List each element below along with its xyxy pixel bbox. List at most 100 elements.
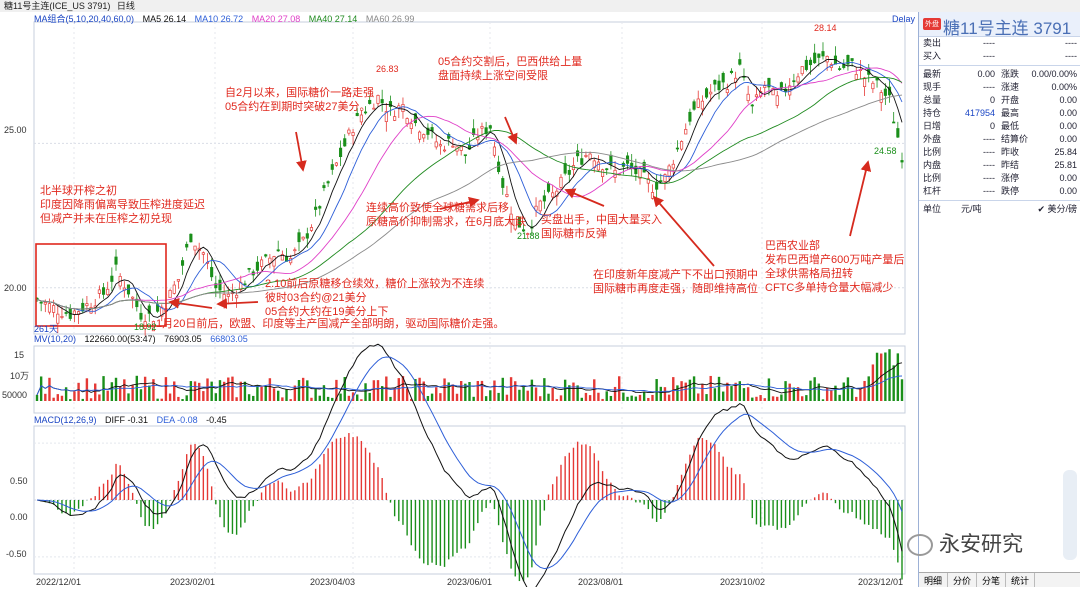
volume-bar <box>218 380 222 401</box>
candle-body <box>871 82 875 90</box>
quote-l1: 杠杆 <box>923 186 942 196</box>
chart-area[interactable]: MA组合(5,10,20,40,60,0) MA5 26.14 MA10 26.… <box>0 12 918 592</box>
volume-bar <box>788 383 791 401</box>
volume-bar <box>260 386 263 401</box>
candle-body <box>517 216 521 228</box>
candle-body <box>484 127 488 135</box>
candle-body <box>646 178 650 184</box>
candle-body <box>526 233 530 235</box>
x-label-6: 2023/12/01 <box>858 577 904 587</box>
volume-bar <box>410 398 413 401</box>
annotation-3: 2.10前后原糖移仓续效，糖价上涨较为不连续 彼时03合约@21美分 05合约大… <box>265 278 485 318</box>
candle-body <box>559 176 563 188</box>
candle-body <box>56 313 60 324</box>
volume-bar <box>148 385 151 401</box>
x-label-0: 2022/12/01 <box>36 577 82 587</box>
candle-body <box>81 302 85 312</box>
period-label[interactable]: 日线 <box>116 1 135 11</box>
tab-detail[interactable]: 明细 <box>919 573 949 587</box>
volume-bar <box>896 353 900 401</box>
tab-stats[interactable]: 统计 <box>1006 573 1036 587</box>
volume-bar <box>605 391 608 401</box>
candle-body <box>688 111 692 122</box>
candle-body <box>147 305 151 314</box>
quote-l2: 涨速 <box>1001 82 1020 92</box>
ma5-line <box>36 58 903 318</box>
candle-body <box>813 52 817 64</box>
quote-v1: 0 <box>989 95 995 105</box>
quote-badge: 外盘 <box>923 18 941 30</box>
quote-v2: 0.00 <box>1059 121 1077 131</box>
candle-body <box>235 294 239 299</box>
volume-bar <box>447 382 450 401</box>
price-chart-svg[interactable] <box>0 12 918 592</box>
candle-body <box>846 54 850 65</box>
volume-bar <box>94 383 97 401</box>
candle-body <box>330 164 334 170</box>
candle-body <box>900 160 904 163</box>
volume-bar <box>118 386 122 401</box>
unit-value: 元/吨 <box>961 204 982 214</box>
volume-bar <box>39 376 43 401</box>
volume-bar <box>160 398 163 401</box>
candle-body <box>355 113 359 117</box>
candle-body <box>850 58 854 61</box>
volume-bar <box>497 392 500 401</box>
candle-body <box>60 316 64 318</box>
volume-bar <box>464 383 467 401</box>
x-label-2: 2023/04/03 <box>310 577 356 587</box>
volume-bar <box>368 392 371 401</box>
volume-bar <box>455 393 459 401</box>
tab-tick[interactable]: 分笔 <box>977 573 1007 587</box>
quote-l2: 涨停 <box>1001 173 1020 183</box>
quote-v1: ---- <box>983 186 995 196</box>
candle-body <box>476 137 480 141</box>
volume-bar <box>900 379 904 401</box>
candle-body <box>642 161 646 173</box>
volume-bar <box>767 378 771 401</box>
ma20-line <box>36 67 903 310</box>
volume-bar <box>493 380 496 401</box>
candle-body <box>580 158 584 165</box>
candle-body <box>135 298 139 308</box>
quote-v1: 417954 <box>964 108 995 118</box>
quote-v2: ---- <box>1065 51 1077 61</box>
quote-row: 杠杆 ---- 跌停 0.00 <box>919 185 1080 198</box>
candle-body <box>222 294 226 304</box>
ma40-label: MA40 27.14 <box>308 14 358 24</box>
y-tick-25: 25.00 <box>4 125 27 135</box>
candle-body <box>131 296 135 299</box>
candle-body <box>39 301 43 304</box>
volume-bar <box>272 388 276 401</box>
volume-bar <box>830 390 833 401</box>
volume-bar <box>239 381 242 401</box>
volume-bar <box>376 380 380 401</box>
candle-body <box>601 169 605 177</box>
volume-bar <box>252 395 255 401</box>
ma20-label: MA20 27.08 <box>251 14 301 24</box>
candle-body <box>293 249 297 252</box>
candle-body <box>43 302 47 305</box>
candle-body <box>255 261 259 271</box>
candle-body <box>384 111 388 122</box>
y-tick-macd00: 0.00 <box>10 512 28 522</box>
volume-bar <box>867 376 870 401</box>
volume-bar <box>227 377 230 401</box>
candle-body <box>655 181 659 190</box>
candle-body <box>738 59 742 65</box>
tab-price-split[interactable]: 分价 <box>948 573 978 587</box>
candle-body <box>243 283 247 286</box>
quote-l2: 最高 <box>1001 108 1020 118</box>
quote-v1: ---- <box>983 160 995 170</box>
unit-alt[interactable]: ✔ 美分/磅 <box>1037 204 1077 214</box>
candle-body <box>684 129 688 135</box>
volume-bar <box>792 387 796 401</box>
candle-body <box>139 312 143 320</box>
candle-body <box>309 227 314 231</box>
side-gauge[interactable] <box>1063 470 1077 560</box>
quote-v2: 0.00 <box>1059 95 1077 105</box>
candle-body <box>442 149 447 152</box>
volume-bar <box>705 394 708 401</box>
ma-label: MA组合(5,10,20,40,60,0) <box>34 14 135 24</box>
label-high-1: 26.83 <box>376 64 399 74</box>
